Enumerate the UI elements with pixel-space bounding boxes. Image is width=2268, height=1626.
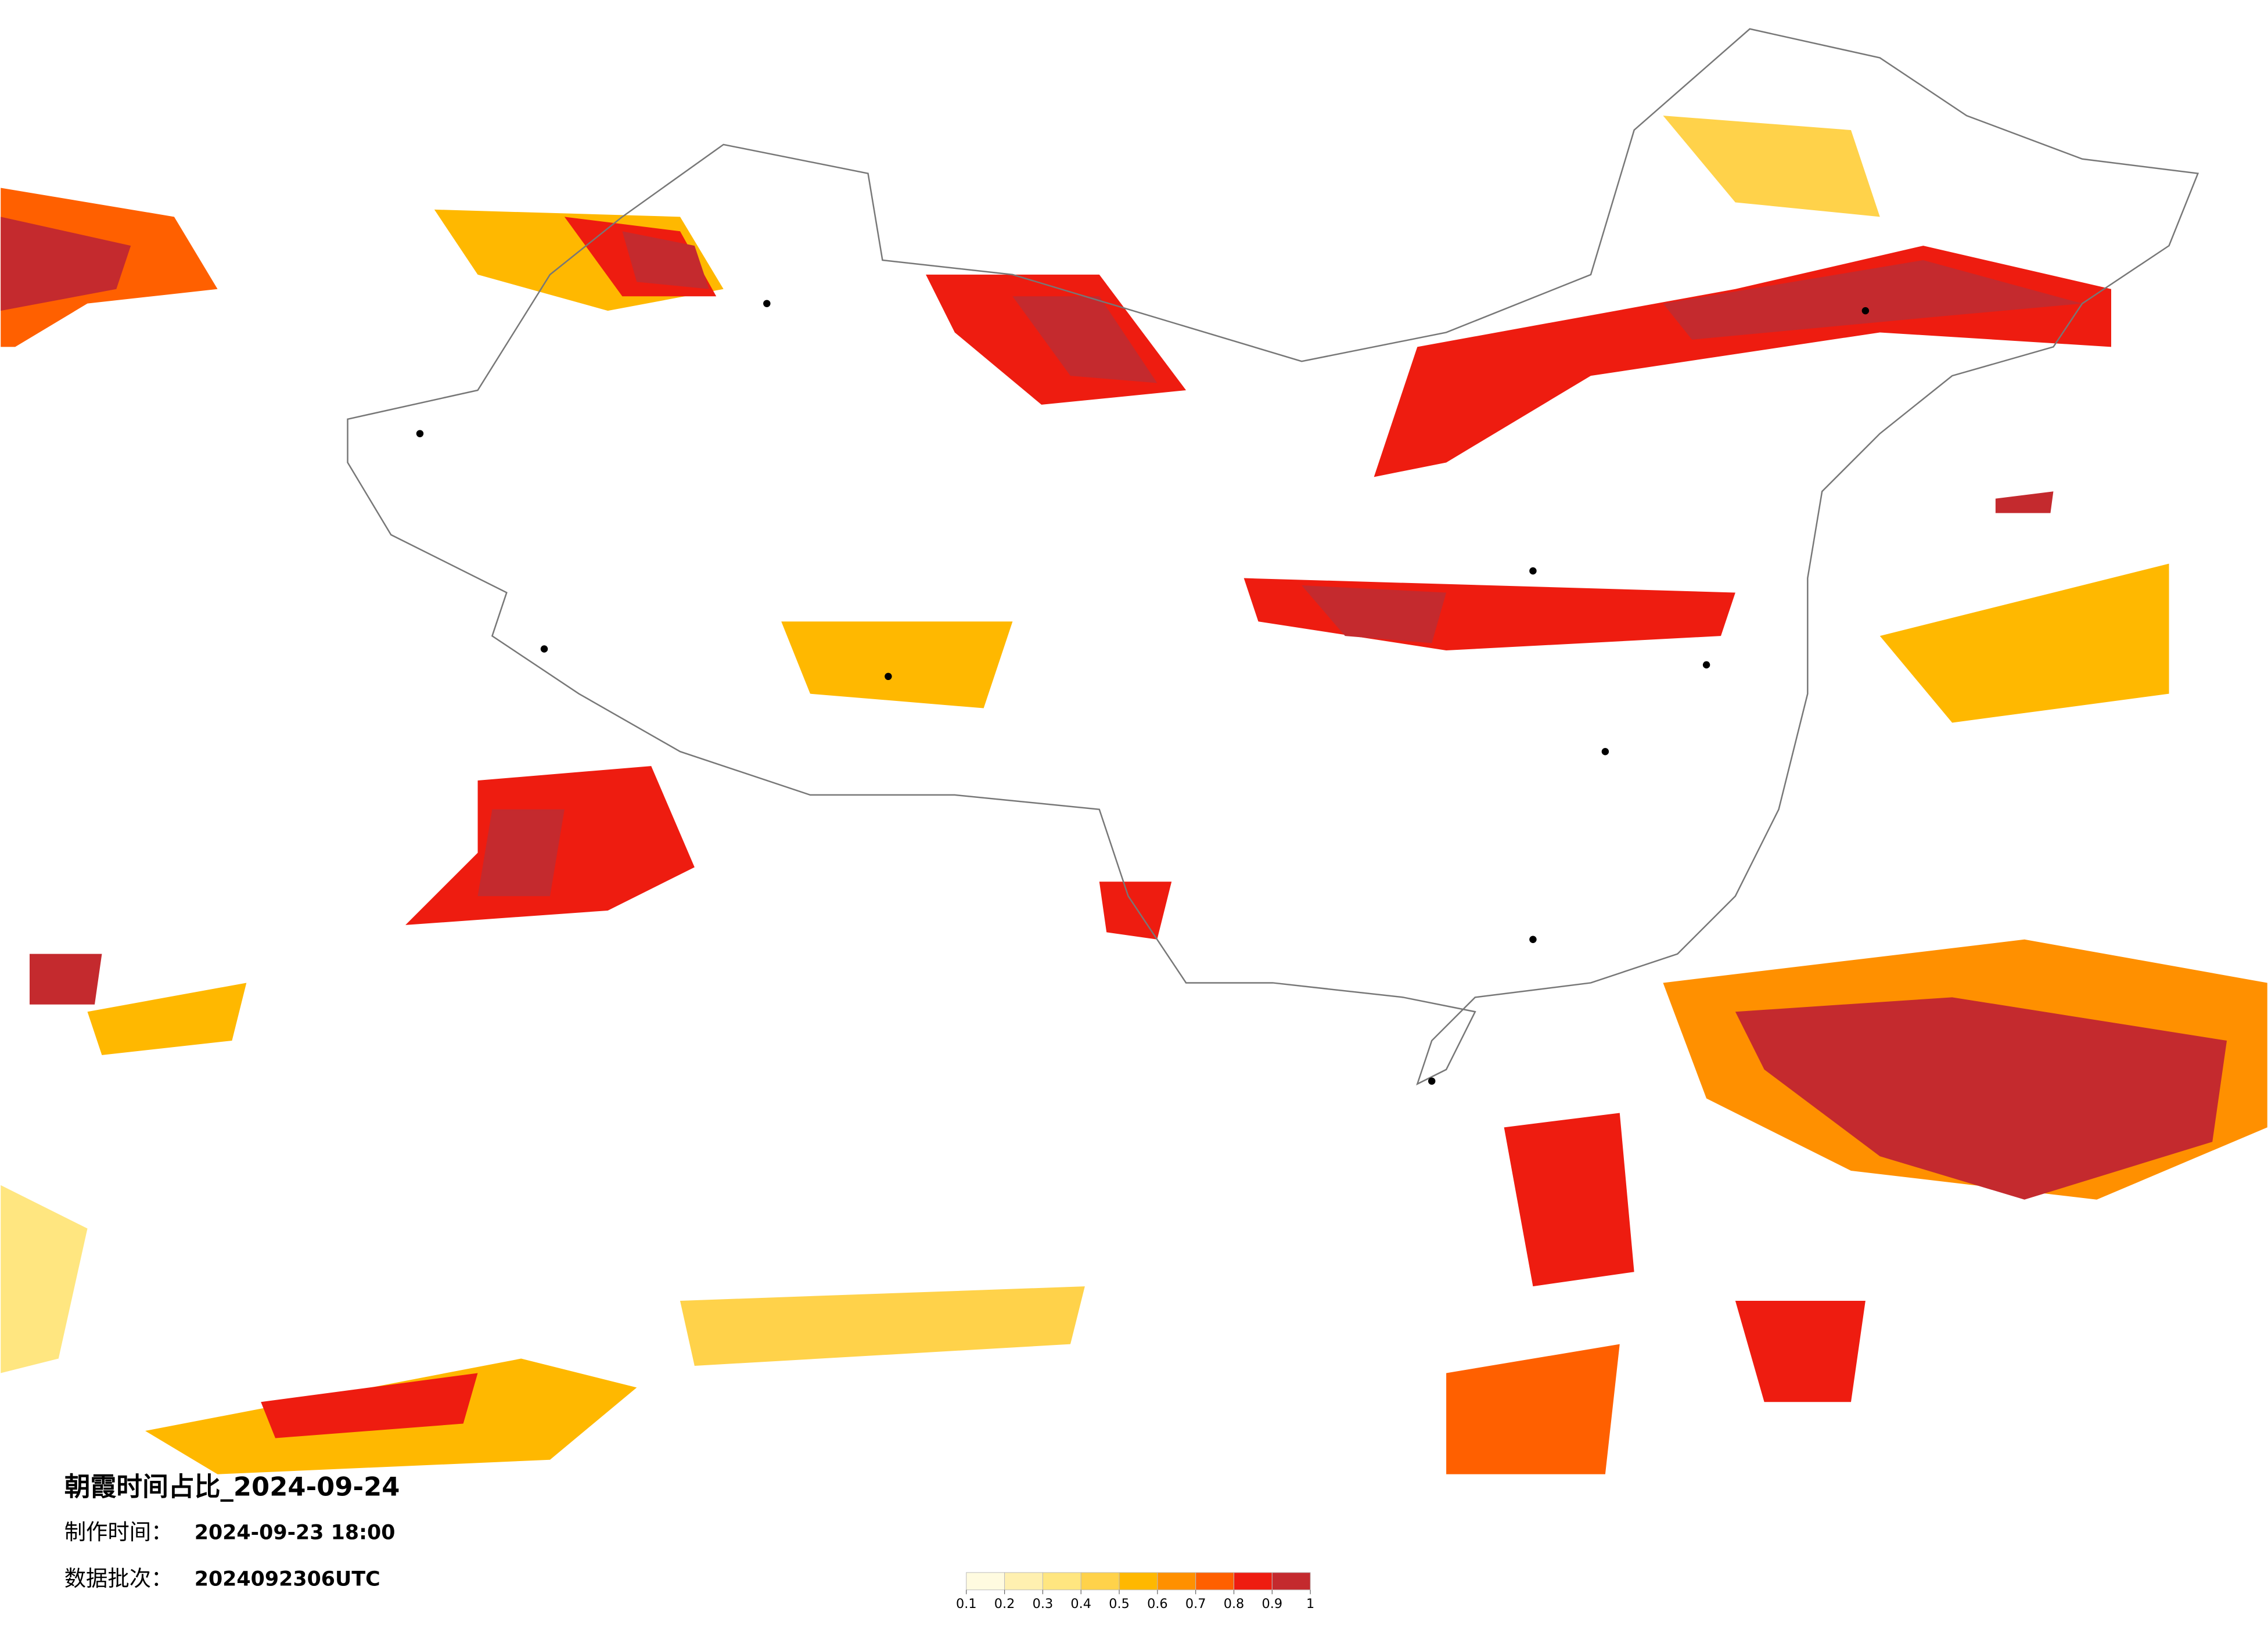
blob bbox=[1663, 260, 2083, 340]
made-label: 制作时间： bbox=[64, 1519, 173, 1545]
legend-tick-label: 0.5 bbox=[1109, 1596, 1130, 1611]
blob bbox=[1099, 882, 1172, 940]
legend-swatch bbox=[1042, 1572, 1081, 1591]
legend-swatch bbox=[1234, 1572, 1273, 1591]
city-dot bbox=[1702, 661, 1710, 669]
country-outline bbox=[347, 28, 2199, 1086]
legend-swatch bbox=[1080, 1572, 1120, 1591]
blob bbox=[1735, 997, 2227, 1200]
legend-tick-label: 0.8 bbox=[1224, 1596, 1245, 1611]
legend-swatch bbox=[1271, 1572, 1311, 1591]
blob bbox=[1302, 585, 1447, 643]
blob bbox=[29, 954, 102, 1005]
batch: 2024092306UTC bbox=[195, 1567, 380, 1591]
legend-swatch bbox=[1119, 1572, 1158, 1591]
blob bbox=[1879, 563, 2169, 723]
city-dot bbox=[1428, 1077, 1436, 1085]
legend-tick-label: 0.4 bbox=[1070, 1596, 1091, 1611]
legend-tick-label: 1 bbox=[1306, 1596, 1314, 1611]
legend-tick-label: 0.1 bbox=[956, 1596, 977, 1611]
legend-swatch bbox=[1004, 1572, 1043, 1591]
city-dot bbox=[885, 672, 892, 681]
city-dot bbox=[416, 430, 424, 437]
blob bbox=[477, 809, 565, 897]
blob bbox=[1995, 491, 2054, 513]
blob bbox=[781, 621, 1013, 708]
blob bbox=[1, 217, 131, 311]
made-time: 2024-09-23 18:00 bbox=[195, 1521, 396, 1545]
blob bbox=[1504, 1113, 1634, 1287]
legend-swatch bbox=[1195, 1572, 1235, 1591]
blob bbox=[622, 231, 709, 289]
legend-tick-label: 0.3 bbox=[1033, 1596, 1054, 1611]
legend-tick-label: 0.9 bbox=[1262, 1596, 1283, 1611]
blob bbox=[87, 983, 247, 1055]
blob bbox=[1012, 296, 1158, 383]
legend-tick-label: 0.6 bbox=[1147, 1596, 1168, 1611]
city-dot bbox=[1529, 567, 1537, 575]
legend-tick-label: 0.2 bbox=[994, 1596, 1015, 1611]
title: 朝霞时间占比_2024-09-24 bbox=[64, 1472, 400, 1502]
legend: 0.1 0.2 0.3 0.4 0.5 0.6 0.7 0.8 0.9 1 bbox=[956, 1572, 1314, 1611]
legend-swatch bbox=[1157, 1572, 1196, 1591]
batch-label: 数据批次： bbox=[64, 1566, 173, 1591]
city-dot bbox=[1529, 936, 1537, 943]
field-blobs bbox=[1, 116, 2267, 1474]
blob bbox=[1735, 1301, 1866, 1402]
legend-swatch bbox=[966, 1572, 1005, 1591]
city-dot bbox=[1861, 307, 1870, 315]
city-dot bbox=[540, 645, 548, 653]
blob bbox=[1, 1185, 88, 1373]
city-dot bbox=[763, 300, 771, 307]
city-dots bbox=[416, 300, 1870, 1085]
city-dot bbox=[1601, 748, 1609, 756]
blob bbox=[261, 1373, 478, 1438]
legend-tick-label: 0.7 bbox=[1185, 1596, 1206, 1611]
blob bbox=[680, 1286, 1085, 1366]
blob bbox=[1663, 116, 1880, 217]
blob bbox=[1446, 1344, 1620, 1474]
